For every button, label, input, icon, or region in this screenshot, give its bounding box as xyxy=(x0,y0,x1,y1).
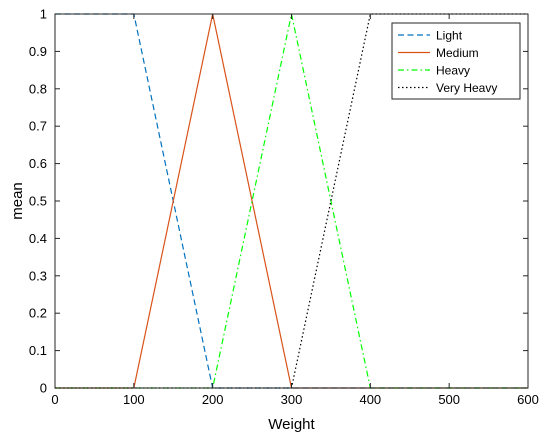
tick-layer: 0 100 200 300 400 500 600 0 0.1 0.2 0.3 0.4 0.5 0.6 0.… xyxy=(29,7,539,408)
legend-box xyxy=(391,22,521,100)
legend-label-medium: Medium xyxy=(436,46,479,60)
y-tick-label: 0.5 xyxy=(29,194,47,209)
y-tick-label: 0 xyxy=(40,381,47,396)
y-tick-label: 0.4 xyxy=(29,231,47,246)
x-tick-label: 500 xyxy=(438,392,460,407)
x-tick-label: 600 xyxy=(517,392,539,407)
y-axis-label: mean xyxy=(9,182,26,220)
y-tick-label: 0.2 xyxy=(29,306,47,321)
x-tick-label: 400 xyxy=(359,392,381,407)
x-tick-label: 0 xyxy=(51,392,58,407)
y-tick-label: 0.1 xyxy=(29,343,47,358)
y-tick-label: 0.3 xyxy=(29,268,47,283)
y-tick-label: 1 xyxy=(40,7,47,22)
legend-label-very-heavy: Very Heavy xyxy=(436,81,497,95)
legend: Light Medium Heavy Very Heavy xyxy=(391,22,521,100)
y-tick-label: 0.7 xyxy=(29,119,47,134)
legend-label-light: Light xyxy=(436,29,463,43)
x-axis-label: Weight xyxy=(268,416,315,433)
x-tick-label: 200 xyxy=(202,392,224,407)
y-tick-label: 0.6 xyxy=(29,156,47,171)
y-tick-label: 0.8 xyxy=(29,81,47,96)
x-tick-label: 100 xyxy=(123,392,145,407)
y-tick-label: 0.9 xyxy=(29,44,47,59)
legend-label-heavy: Heavy xyxy=(436,64,470,78)
x-tick-label: 300 xyxy=(281,392,303,407)
